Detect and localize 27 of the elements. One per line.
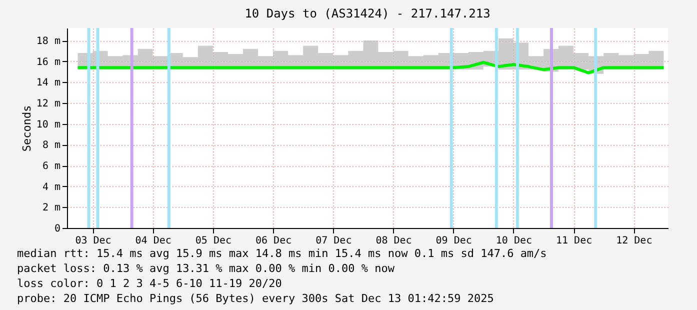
- x-tick-label: 12 Dec: [616, 236, 652, 246]
- line-series: [76, 60, 666, 74]
- text: loss color: 0 1 2 3 4-5 6-10 11-19 20/20: [17, 277, 282, 290]
- text: probe: 20 ICMP Echo Pings (56 Bytes) every 300s Sat Dec 13 01:42:59 2025: [17, 292, 494, 305]
- y-axis-title: Seconds: [20, 105, 34, 152]
- y-tick-label: 12 m: [36, 98, 60, 110]
- x-tick-label: 10 Dec: [496, 236, 532, 246]
- x-tick-label: 03 Dec: [75, 236, 112, 246]
- y-tick-label: 14 m: [36, 78, 60, 89]
- y-tick-label: 16 m: [36, 56, 60, 68]
- x-tick-label: 06 Dec: [255, 236, 292, 246]
- y-tick-label: 6 m: [42, 161, 60, 172]
- y-tick-label: 0: [54, 224, 60, 234]
- text: packet loss: 0.13 % avg 13.31 % max 0.00 % min 0.00 % now: [17, 262, 395, 275]
- y-tick-label: 4 m: [42, 182, 60, 193]
- y-tick-label: 10 m: [36, 119, 60, 130]
- x-tick-label: 04 Dec: [135, 236, 172, 246]
- x-tick-label: 11 Dec: [556, 236, 592, 246]
- x-tick-label: 08 Dec: [376, 236, 412, 246]
- chart-title: 10 Days to (AS31424) - 217.147.213: [244, 6, 490, 20]
- y-tick-label: 2 m: [42, 202, 60, 214]
- x-tick-label: 05 Dec: [195, 236, 232, 246]
- x-tick-label: 09 Dec: [436, 236, 472, 246]
- y-tick-label: 18 m: [36, 36, 60, 47]
- x-tick-label: 07 Dec: [316, 236, 352, 246]
- y-tick-label: 8 m: [42, 140, 60, 152]
- text: median rtt: 15.4 ms avg 15.9 ms max 14.8 ms min 15.4 ms now 0.1 ms sd 147.6 am/s: [17, 247, 547, 260]
